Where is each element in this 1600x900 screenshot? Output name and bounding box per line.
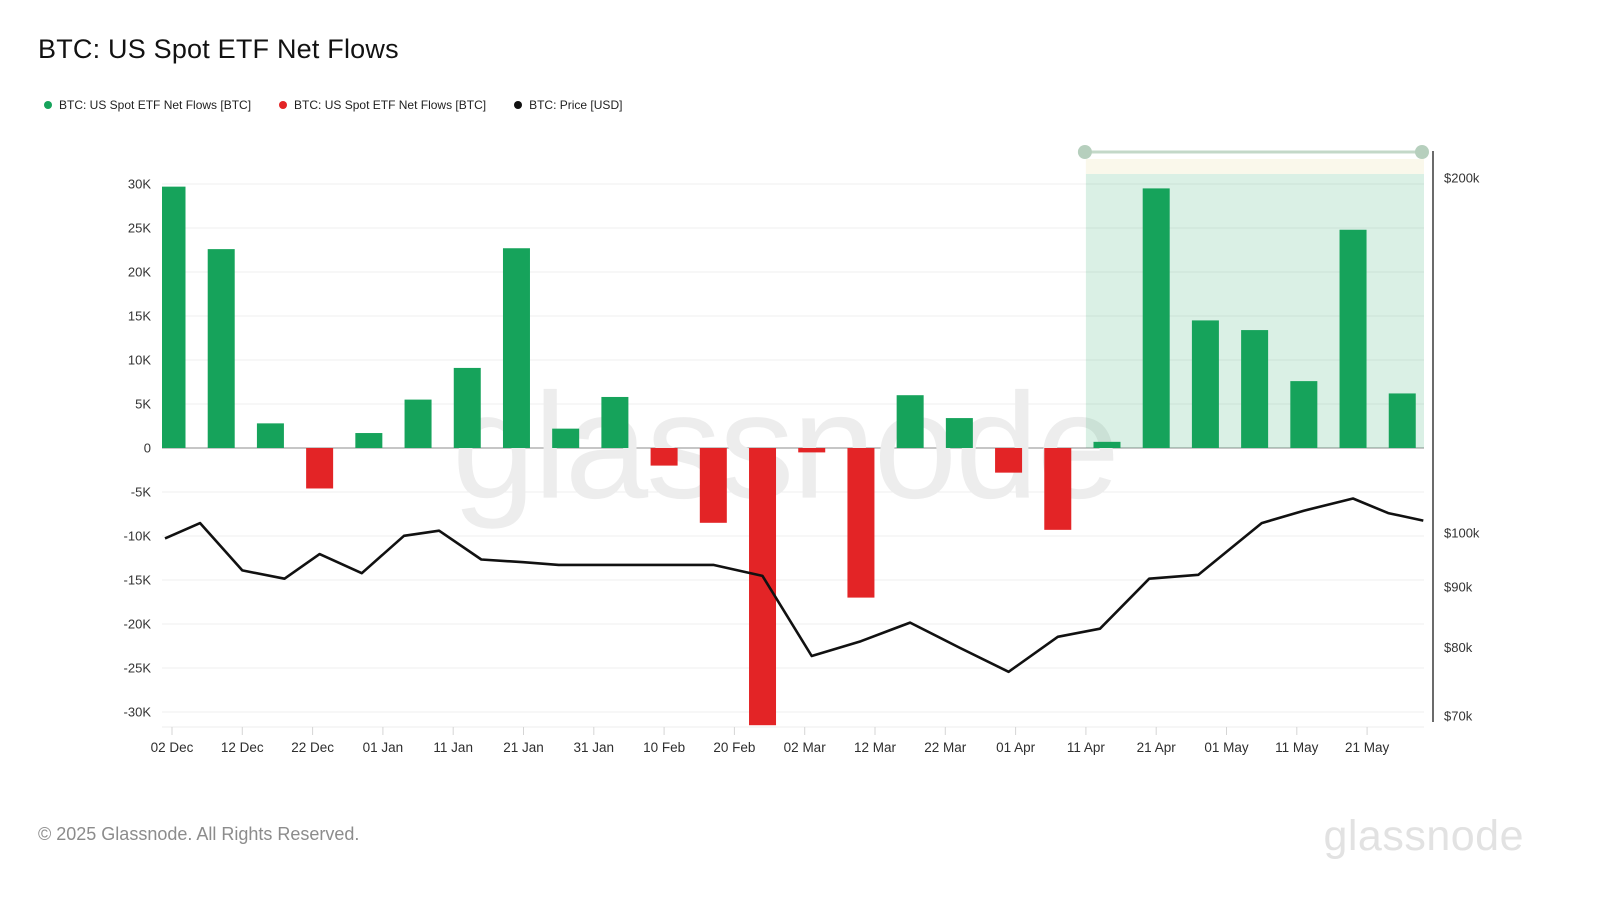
x-axis-label: 22 Dec: [291, 740, 334, 755]
netflow-bar: [1044, 448, 1072, 530]
netflow-bar: [699, 448, 727, 523]
netflow-bar: [306, 448, 334, 489]
x-axis-label: 21 Jan: [503, 740, 544, 755]
legend-dot-red-icon: [279, 101, 288, 109]
left-axis-label: 20K: [128, 265, 151, 280]
netflow-bar: [207, 249, 235, 448]
netflow-bar: [1142, 188, 1170, 448]
left-axis-label: -25K: [124, 661, 152, 676]
legend-dot-green-icon: [44, 101, 52, 109]
x-axis: 02 Dec 12 Dec 22 Dec 01 Jan 11 Jan 21 Jan 31 J…: [151, 727, 1390, 755]
legend-label: BTC: Price [USD]: [529, 98, 623, 112]
left-axis-label: -5K: [131, 485, 152, 500]
x-axis-label: 21 May: [1345, 740, 1390, 755]
left-axis-label: 5K: [135, 397, 151, 412]
netflow-bar: [601, 396, 629, 448]
x-axis-label: 11 May: [1275, 740, 1319, 755]
right-axis-label: $100k: [1444, 526, 1480, 541]
chart-legend: BTC: US Spot ETF Net Flows [BTC] BTC: US…: [44, 98, 622, 112]
x-axis-label: 02 Mar: [784, 740, 827, 755]
btc-price-line: [164, 497, 1424, 674]
right-axis: $200k $100k $90k $80k $70k: [1432, 151, 1480, 724]
left-axis-label: -20K: [124, 617, 152, 632]
left-axis-label: 15K: [128, 309, 151, 324]
x-axis-label: 11 Jan: [433, 740, 473, 755]
netflow-bar: [453, 367, 481, 448]
netflow-bar: [1339, 229, 1367, 448]
glassnode-logo: glassnode: [1323, 812, 1524, 860]
netflow-bar: [995, 448, 1023, 473]
netflow-bar: [650, 448, 678, 466]
copyright-text: © 2025 Glassnode. All Rights Reserved.: [38, 824, 360, 844]
netflow-bar: [1290, 381, 1318, 448]
netflow-bar: [1093, 441, 1121, 448]
netflow-bar: [256, 423, 284, 448]
brush-slider-handle-left[interactable]: [1077, 145, 1092, 159]
left-axis-label: 25K: [128, 221, 151, 236]
netflow-bar: [162, 186, 186, 448]
x-axis-label: 01 Jan: [363, 740, 404, 755]
netflow-bar: [749, 448, 777, 726]
netflow-bars: [162, 186, 1416, 726]
x-axis-label: 11 Apr: [1067, 740, 1106, 755]
legend-label: BTC: US Spot ETF Net Flows [BTC]: [59, 98, 252, 112]
netflow-bar: [502, 248, 530, 448]
brush-top-band: [1085, 159, 1424, 174]
netflow-bar: [798, 448, 826, 453]
netflow-bar: [945, 418, 973, 448]
x-axis-label: 01 May: [1204, 740, 1249, 755]
netflow-bar: [355, 433, 383, 448]
page-title: BTC: US Spot ETF Net Flows: [38, 34, 399, 64]
x-axis-label: 31 Jan: [574, 740, 615, 755]
netflow-bar: [847, 448, 875, 598]
x-axis-label: 21 Apr: [1137, 740, 1177, 755]
gridlines: [162, 183, 1424, 728]
netflow-bar: [404, 399, 432, 448]
left-axis-label: -30K: [124, 705, 152, 720]
left-axis: 30K 25K 20K 15K 10K 5K 0 -5K -10K -15K -20K -25K -30…: [124, 177, 152, 720]
right-axis-label: $200k: [1444, 171, 1480, 186]
x-axis-label: 12 Mar: [854, 740, 897, 755]
netflow-bar: [1191, 320, 1219, 448]
left-axis-label: 0: [144, 441, 151, 456]
netflow-bar: [1241, 330, 1269, 448]
brush-slider-handle-right[interactable]: [1415, 145, 1429, 159]
legend-item-btc-price[interactable]: BTC: Price [USD]: [514, 98, 622, 112]
x-axis-label: 20 Feb: [713, 740, 755, 755]
left-axis-label: -10K: [124, 529, 152, 544]
watermark-glassnode: glassnode: [452, 362, 1118, 530]
legend-label: BTC: US Spot ETF Net Flows [BTC]: [294, 98, 487, 112]
legend-dot-black-icon: [514, 101, 523, 109]
right-axis-label: $70k: [1444, 709, 1473, 724]
netflow-bar: [1388, 393, 1416, 448]
brush-slider: [1077, 145, 1429, 159]
legend-item-netflows-positive[interactable]: BTC: US Spot ETF Net Flows [BTC]: [44, 98, 251, 112]
left-axis-label: -15K: [124, 573, 152, 588]
netflow-bar: [896, 395, 924, 448]
legend-item-netflows-negative[interactable]: BTC: US Spot ETF Net Flows [BTC]: [279, 98, 486, 112]
left-axis-label: 10K: [128, 353, 151, 368]
right-axis-label: $80k: [1444, 640, 1473, 655]
left-axis-label: 30K: [128, 177, 151, 192]
x-axis-label: 02 Dec: [151, 740, 194, 755]
x-axis-label: 22 Mar: [924, 740, 967, 755]
x-axis-label: 10 Feb: [643, 740, 685, 755]
x-axis-label: 01 Apr: [996, 740, 1036, 755]
netflow-bar: [552, 428, 580, 448]
x-axis-label: 12 Dec: [221, 740, 264, 755]
right-axis-label: $90k: [1444, 580, 1473, 595]
